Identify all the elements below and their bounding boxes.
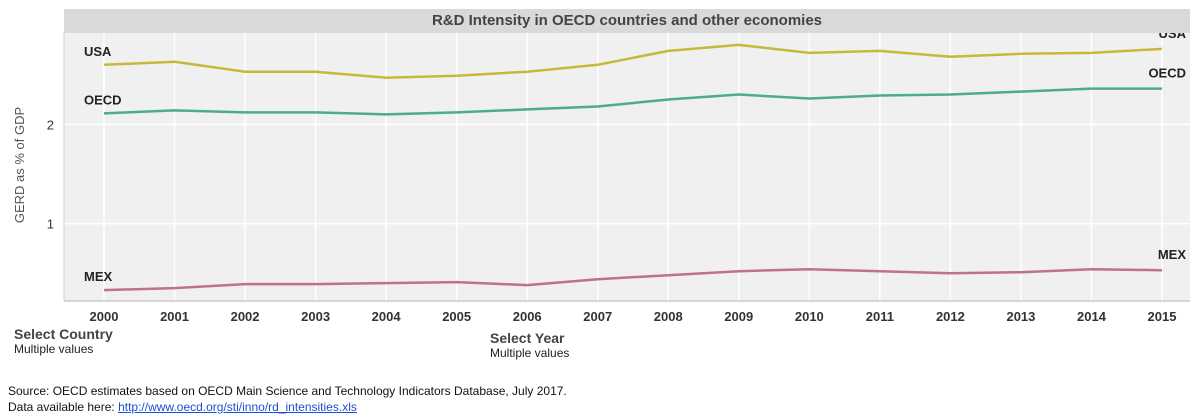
- y-axis-label: GERD as % of GDP: [12, 107, 27, 223]
- series-line-usa[interactable]: [103, 43, 1163, 79]
- line-chart: 1 2 2000 2001 2002 2003 2004 2005 2006 2007 2008 20…: [12, 33, 1190, 323]
- plot-area: [64, 33, 1190, 301]
- x-tick-label: 2013: [1006, 309, 1035, 323]
- y-tick-label: 2: [47, 117, 54, 132]
- series-label-end: USA: [1159, 33, 1187, 41]
- x-tick-label: 2003: [301, 309, 330, 323]
- year-filter-value[interactable]: Multiple values: [490, 346, 570, 360]
- x-tick-label: 2010: [795, 309, 824, 323]
- x-tick-label: 2008: [654, 309, 683, 323]
- x-tick-label: 2015: [1148, 309, 1177, 323]
- chart-title: R&D Intensity in OECD countries and othe…: [64, 9, 1190, 33]
- year-filter-label: Select Year: [490, 330, 565, 346]
- x-tick-label: 2014: [1077, 309, 1107, 323]
- series-line-mex[interactable]: [103, 267, 1163, 292]
- series-label-end: MEX: [1158, 247, 1187, 262]
- data-availability: Data available here: http://www.oecd.org…: [8, 399, 567, 415]
- source-text: Source: OECD estimates based on OECD Mai…: [8, 384, 567, 398]
- country-filter[interactable]: Select Country Multiple values: [14, 326, 113, 357]
- x-tick-label: 2002: [231, 309, 260, 323]
- data-link-prefix: Data available here:: [8, 400, 115, 414]
- series-label-start: OECD: [84, 92, 122, 107]
- data-link[interactable]: http://www.oecd.org/sti/inno/rd_intensit…: [118, 400, 357, 414]
- y-tick-label: 1: [47, 217, 54, 232]
- x-tick-label: 2011: [866, 309, 894, 323]
- country-filter-value[interactable]: Multiple values: [14, 342, 94, 356]
- x-tick-label: 2007: [583, 309, 612, 323]
- x-tick-label: 2004: [372, 309, 402, 323]
- series-line-oecd[interactable]: [103, 87, 1162, 116]
- x-tick-label: 2001: [160, 309, 189, 323]
- x-tick-label: 2005: [442, 309, 471, 323]
- series-label-end: OECD: [1148, 66, 1186, 81]
- series-label-start: MEX: [84, 269, 113, 284]
- x-tick-label: 2000: [90, 309, 119, 323]
- x-tick-label: 2006: [513, 309, 542, 323]
- x-tick-label: 2012: [936, 309, 965, 323]
- series-label-start: USA: [84, 44, 112, 59]
- x-tick-label: 2009: [724, 309, 753, 323]
- year-filter[interactable]: Select Year Multiple values: [490, 330, 569, 361]
- source-note: Source: OECD estimates based on OECD Mai…: [8, 383, 567, 415]
- country-filter-label: Select Country: [14, 326, 113, 342]
